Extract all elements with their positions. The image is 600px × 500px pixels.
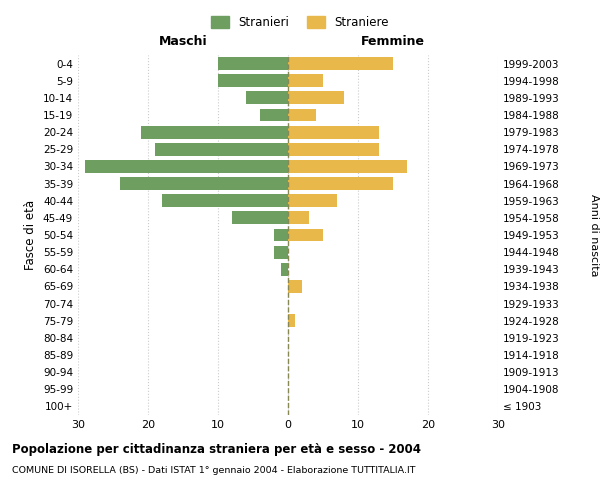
Bar [288, 177, 393, 190]
Bar [288, 194, 337, 207]
Y-axis label: Fasce di età: Fasce di età [25, 200, 37, 270]
Bar [288, 108, 316, 122]
Text: COMUNE DI ISORELLA (BS) - Dati ISTAT 1° gennaio 2004 - Elaborazione TUTTITALIA.I: COMUNE DI ISORELLA (BS) - Dati ISTAT 1° … [12, 466, 415, 475]
Bar [85, 160, 288, 173]
Text: Maschi: Maschi [158, 35, 208, 48]
Bar [288, 212, 309, 224]
Legend: Stranieri, Straniere: Stranieri, Straniere [206, 11, 394, 34]
Bar [274, 228, 288, 241]
Text: Popolazione per cittadinanza straniera per età e sesso - 2004: Popolazione per cittadinanza straniera p… [12, 442, 421, 456]
Bar [281, 263, 288, 276]
Bar [288, 143, 379, 156]
Bar [141, 126, 288, 138]
Bar [232, 212, 288, 224]
Bar [155, 143, 288, 156]
Bar [288, 160, 407, 173]
Bar [288, 280, 302, 293]
Bar [288, 126, 379, 138]
Bar [246, 92, 288, 104]
Bar [274, 246, 288, 258]
Bar [162, 194, 288, 207]
Bar [218, 74, 288, 87]
Text: Femmine: Femmine [361, 35, 425, 48]
Bar [288, 228, 323, 241]
Bar [260, 108, 288, 122]
Bar [288, 92, 344, 104]
Bar [218, 57, 288, 70]
Bar [288, 74, 323, 87]
Bar [120, 177, 288, 190]
Text: Anni di nascita: Anni di nascita [589, 194, 599, 276]
Bar [288, 314, 295, 327]
Bar [288, 57, 393, 70]
